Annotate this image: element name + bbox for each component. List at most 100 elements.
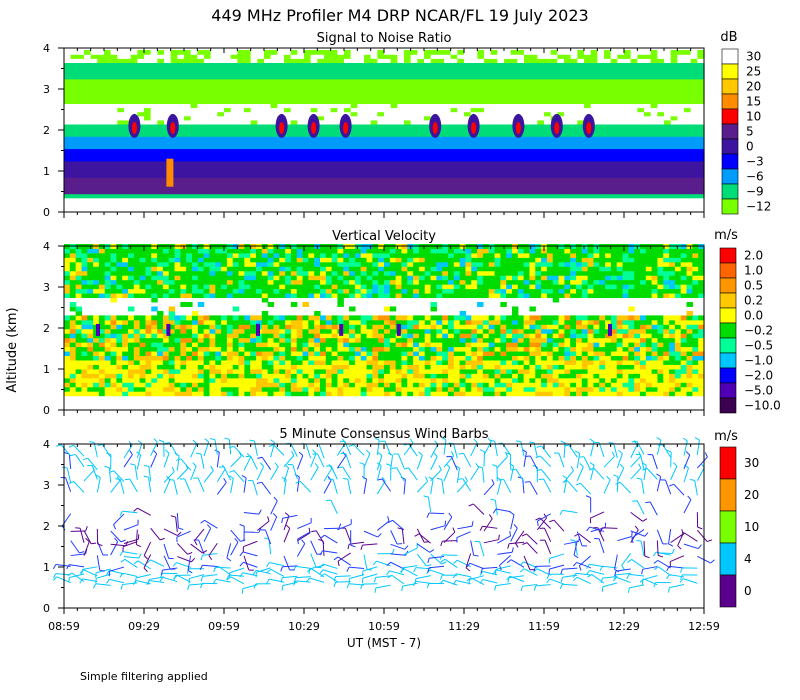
vv-cell (197, 261, 205, 267)
snr-cell (677, 173, 685, 178)
vv-cell (151, 261, 158, 267)
snr-cell (324, 70, 332, 76)
snr-cell (117, 177, 125, 182)
vv-cell (180, 266, 187, 272)
vv-cell (308, 293, 315, 299)
vv-cell (116, 364, 123, 370)
snr-cell (597, 50, 605, 55)
vv-cell (256, 319, 263, 325)
snr-cell (344, 181, 352, 186)
snr-cell (490, 140, 498, 145)
snr-cell (197, 111, 205, 117)
snr-cell (397, 82, 405, 88)
snr-cell (410, 74, 418, 80)
snr-cell (150, 136, 158, 141)
vv-cell (221, 360, 228, 365)
vv-cell (168, 248, 176, 254)
snr-cell (657, 127, 665, 133)
vv-cell (261, 368, 269, 374)
snr-cell (184, 95, 192, 100)
snr-cell (297, 152, 305, 158)
snr-cell (670, 115, 678, 121)
snr-cell (697, 164, 705, 170)
snr-cell (570, 173, 578, 178)
snr-cell (310, 156, 318, 162)
snr-cell (570, 140, 578, 145)
snr-cell (70, 140, 78, 145)
snr-cell (284, 95, 292, 100)
vv-cell (98, 284, 106, 290)
snr-cell (677, 181, 685, 186)
snr-cell (404, 168, 412, 174)
snr-cell (217, 86, 225, 92)
vv-cell (203, 382, 211, 388)
vv-cell (296, 266, 304, 272)
vv-cell (87, 346, 94, 352)
snr-cell (137, 107, 145, 113)
snr-cell (324, 193, 332, 199)
vv-cell (186, 391, 193, 397)
snr-cell (217, 168, 225, 174)
snr-cell (484, 91, 492, 96)
vv-cell (81, 261, 88, 267)
snr-cell (117, 136, 125, 141)
snr-cell (364, 95, 372, 100)
snr-cell (437, 140, 445, 145)
snr-cell (70, 156, 78, 162)
snr-cell (304, 173, 312, 178)
vv-cell (192, 373, 199, 379)
snr-cell (604, 185, 612, 191)
snr-cell (484, 82, 492, 88)
vv-cell (186, 315, 193, 321)
snr-cell (197, 127, 205, 133)
snr-cell (284, 58, 292, 63)
snr-cell (390, 82, 398, 88)
snr-cell (164, 132, 172, 137)
snr-cell (590, 181, 598, 186)
vv-cell (151, 364, 158, 370)
snr-cell (610, 74, 618, 80)
snr-cell (430, 152, 438, 158)
snr-cell (630, 136, 638, 141)
snr-cell (104, 136, 112, 141)
snr-cell (357, 123, 365, 129)
snr-cell (417, 189, 425, 195)
snr-cell (297, 185, 305, 191)
snr-cell (417, 140, 425, 145)
snr-cell (364, 164, 372, 170)
snr-cell (697, 152, 705, 158)
snr-cell (117, 82, 125, 88)
snr-cell (464, 160, 472, 166)
snr-cell (170, 152, 178, 158)
snr-cell (597, 181, 605, 186)
vv-cell (320, 279, 327, 285)
snr-cell (144, 66, 152, 72)
snr-cell (524, 86, 532, 92)
snr-cell (377, 70, 385, 76)
snr-cell (397, 91, 405, 96)
snr-cell (244, 86, 252, 92)
snr-cell (604, 181, 612, 186)
snr-cell (664, 115, 672, 121)
snr-cell (164, 148, 172, 154)
snr-cell (70, 66, 78, 72)
snr-cell (84, 144, 92, 150)
vv-cell (267, 319, 275, 325)
vv-cell (87, 319, 94, 325)
snr-cell (277, 58, 285, 63)
vv-cell (122, 252, 129, 258)
snr-cell (437, 82, 445, 88)
vv-cell (186, 284, 193, 290)
vv-cell (122, 368, 129, 374)
vv-cell (157, 333, 164, 339)
snr-cell (557, 66, 565, 72)
snr-cell (230, 160, 238, 166)
snr-cell (70, 78, 78, 84)
snr-cell (277, 181, 285, 186)
snr-cell (210, 99, 218, 104)
snr-cell (584, 78, 592, 84)
snr-cell (617, 164, 625, 170)
snr-cell (697, 62, 705, 68)
snr-cell (424, 62, 432, 68)
snr-cell (337, 156, 345, 162)
